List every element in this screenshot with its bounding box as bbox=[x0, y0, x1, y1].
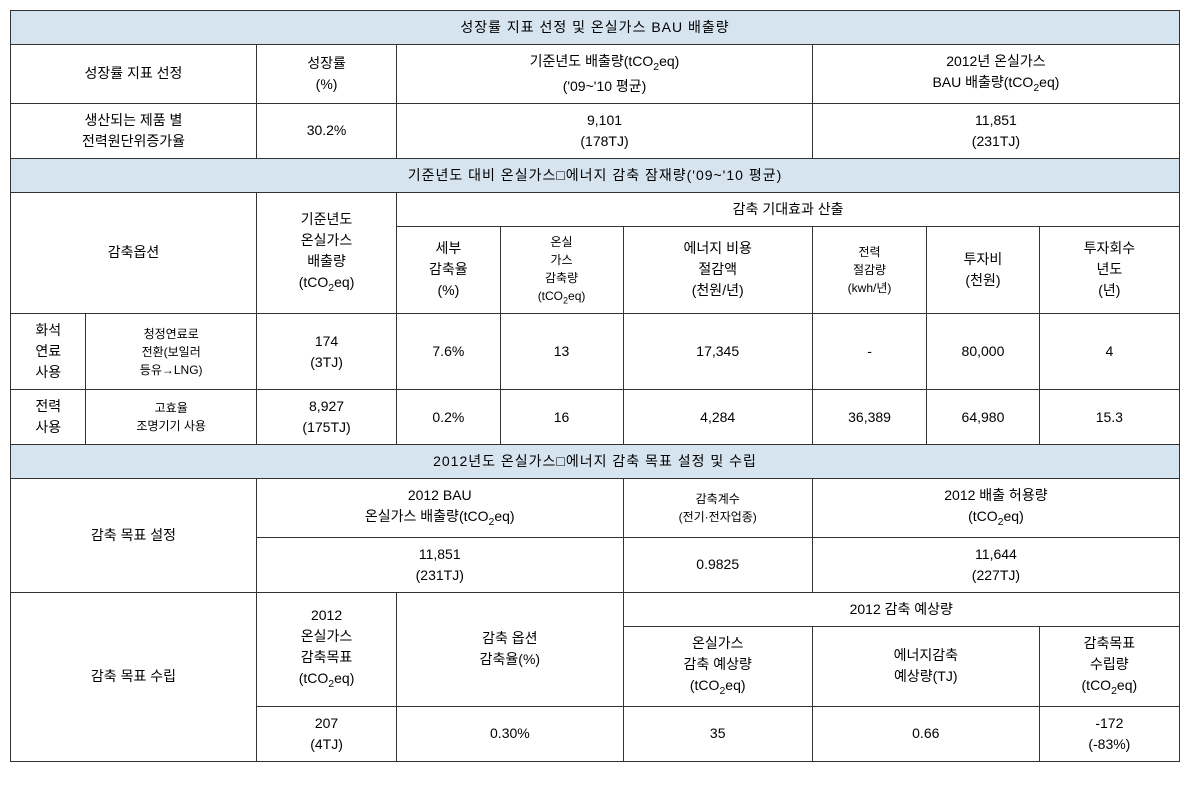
s2-row0-cat1: 화석연료사용 bbox=[11, 314, 86, 390]
s3-setting-label: 감축 목표 설정 bbox=[11, 479, 257, 593]
s3-target-amount-header: 감축목표수립량(tCO2eq) bbox=[1039, 626, 1179, 706]
s2-row0-energy: 17,345 bbox=[623, 314, 812, 390]
s3-allowance-header: 2012 배출 허용량(tCO2eq) bbox=[812, 479, 1179, 538]
s2-header-energy: 에너지 비용절감액(천원/년) bbox=[623, 226, 812, 314]
s2-row0-payback: 4 bbox=[1039, 314, 1179, 390]
s1-row-growth: 30.2% bbox=[256, 103, 396, 158]
s3-target-amount-value: -172(-83%) bbox=[1039, 706, 1179, 761]
s3-ghg-target-value: 207(4TJ) bbox=[256, 706, 396, 761]
s1-row-baseline: 9,101(178TJ) bbox=[397, 103, 813, 158]
s2-row1-ghg: 16 bbox=[500, 390, 623, 445]
s2-row0-cat2: 청정연료로전환(보일러등유→LNG) bbox=[86, 314, 257, 390]
section3-title: 2012년도 온실가스□에너지 감축 목표 설정 및 수립 bbox=[11, 445, 1180, 479]
s2-header-effect: 감축 기대효과 산출 bbox=[397, 192, 1180, 226]
s1-header-growth: 성장률(%) bbox=[256, 45, 396, 104]
s3-bau-header: 2012 BAU온실가스 배출량(tCO2eq) bbox=[256, 479, 623, 538]
s2-row0-invest: 80,000 bbox=[927, 314, 1039, 390]
section2-title: 기준년도 대비 온실가스□에너지 감축 잠재량('09~'10 평균) bbox=[11, 158, 1180, 192]
s3-coef-value: 0.9825 bbox=[623, 537, 812, 592]
s3-energy-expected-header: 에너지감축예상량(TJ) bbox=[812, 626, 1039, 706]
section1-title: 성장률 지표 선정 및 온실가스 BAU 배출량 bbox=[11, 11, 1180, 45]
main-table: 성장률 지표 선정 및 온실가스 BAU 배출량 성장률 지표 선정 성장률(%… bbox=[10, 10, 1180, 762]
s2-row1-payback: 15.3 bbox=[1039, 390, 1179, 445]
s2-row1-invest: 64,980 bbox=[927, 390, 1039, 445]
s2-header-option: 감축옵션 bbox=[11, 192, 257, 314]
s2-header-invest: 투자비(천원) bbox=[927, 226, 1039, 314]
s1-header-baseline: 기준년도 배출량(tCO2eq)('09~'10 평균) bbox=[397, 45, 813, 104]
s2-header-payback: 투자회수년도(년) bbox=[1039, 226, 1179, 314]
s1-header-indicator: 성장률 지표 선정 bbox=[11, 45, 257, 104]
s2-row0-ghg: 13 bbox=[500, 314, 623, 390]
s3-option-rate-header: 감축 옵션감축율(%) bbox=[397, 592, 623, 706]
s2-row1-power: 36,389 bbox=[812, 390, 926, 445]
s3-bau-value: 11,851(231TJ) bbox=[256, 537, 623, 592]
s2-header-baseline: 기준년도온실가스배출량(tCO2eq) bbox=[256, 192, 396, 314]
s3-ghg-expected-header: 온실가스감축 예상량(tCO2eq) bbox=[623, 626, 812, 706]
s2-row0-baseline: 174(3TJ) bbox=[256, 314, 396, 390]
s3-coef-header: 감축계수(전기·전자업종) bbox=[623, 479, 812, 538]
s2-row1-energy: 4,284 bbox=[623, 390, 812, 445]
s2-row1-cat2: 고효율조명기기 사용 bbox=[86, 390, 257, 445]
s2-row1-cat1: 전력사용 bbox=[11, 390, 86, 445]
s2-header-power: 전력절감량(kwh/년) bbox=[812, 226, 926, 314]
s3-ghg-expected-value: 35 bbox=[623, 706, 812, 761]
s1-header-bau: 2012년 온실가스BAU 배출량(tCO2eq) bbox=[812, 45, 1179, 104]
s2-row0-power: - bbox=[812, 314, 926, 390]
s1-row-bau: 11,851(231TJ) bbox=[812, 103, 1179, 158]
s3-energy-expected-value: 0.66 bbox=[812, 706, 1039, 761]
s1-row-indicator: 생산되는 제품 별전력원단위증가율 bbox=[11, 103, 257, 158]
s3-establish-label: 감축 목표 수립 bbox=[11, 592, 257, 761]
s3-expected-title: 2012 감축 예상량 bbox=[623, 592, 1179, 626]
s2-header-rate: 세부감축율(%) bbox=[397, 226, 500, 314]
s2-row1-baseline: 8,927(175TJ) bbox=[256, 390, 396, 445]
s3-allowance-value: 11,644(227TJ) bbox=[812, 537, 1179, 592]
s2-header-ghg: 온실가스감축량(tCO2eq) bbox=[500, 226, 623, 314]
s3-option-rate-value: 0.30% bbox=[397, 706, 623, 761]
s2-row1-rate: 0.2% bbox=[397, 390, 500, 445]
s3-ghg-target-header: 2012온실가스감축목표(tCO2eq) bbox=[256, 592, 396, 706]
s2-row0-rate: 7.6% bbox=[397, 314, 500, 390]
